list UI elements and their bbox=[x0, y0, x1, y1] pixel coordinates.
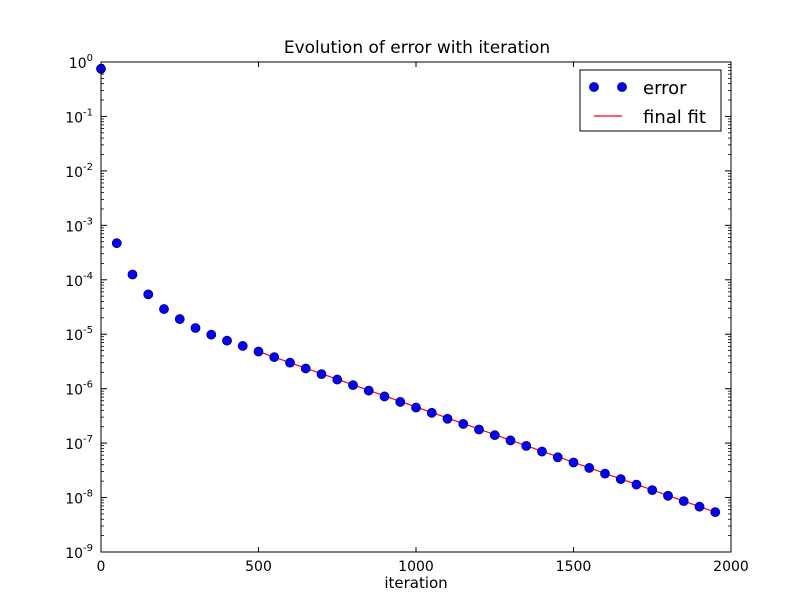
legend-error-marker-2 bbox=[617, 82, 627, 92]
y-tick-label: 10-8 bbox=[65, 489, 93, 508]
y-tick-label-exponent: -3 bbox=[83, 216, 93, 227]
error-point bbox=[537, 446, 547, 457]
error-point bbox=[206, 329, 217, 340]
error-point bbox=[253, 346, 264, 357]
y-tick-label: 10-9 bbox=[65, 543, 93, 562]
error-point bbox=[458, 419, 469, 429]
y-tick-label: 10-6 bbox=[65, 380, 93, 399]
error-point bbox=[174, 314, 185, 324]
y-tick-label-exponent: -7 bbox=[83, 434, 93, 445]
error-point bbox=[521, 440, 532, 451]
error-point bbox=[489, 430, 500, 441]
error-point bbox=[190, 323, 201, 333]
y-tick-label-base: 10 bbox=[65, 437, 83, 453]
y-tick-label-exponent: -2 bbox=[83, 162, 93, 173]
error-point bbox=[379, 391, 390, 402]
error-point bbox=[269, 352, 280, 363]
y-tick-label-base: 10 bbox=[65, 492, 83, 508]
error-point bbox=[600, 468, 610, 479]
y-tick-label: 100 bbox=[69, 53, 93, 72]
error-point bbox=[552, 452, 563, 463]
y-tick-label: 10-4 bbox=[65, 271, 93, 290]
y-tick-label-exponent: -9 bbox=[83, 543, 93, 554]
error-point bbox=[615, 474, 626, 485]
y-tick-label-base: 10 bbox=[65, 328, 83, 344]
error-point bbox=[111, 238, 122, 249]
y-tick-label-base: 10 bbox=[65, 165, 83, 181]
error-point bbox=[316, 369, 327, 380]
y-tick-label-exponent: -8 bbox=[83, 489, 93, 500]
tick-labels-layer: 0 500 1000 1500 200010-910-810-710-610-510-4… bbox=[65, 53, 749, 575]
error-point bbox=[411, 402, 421, 413]
error-point bbox=[127, 269, 138, 280]
x-tick-label: 0 bbox=[97, 559, 106, 575]
error-point bbox=[159, 304, 169, 314]
y-tick-label-exponent: -5 bbox=[83, 325, 93, 336]
y-tick-label-exponent: -1 bbox=[83, 107, 93, 118]
y-tick-label: 10-5 bbox=[65, 325, 93, 344]
error-point bbox=[678, 496, 689, 507]
x-tick-label: 2000 bbox=[713, 559, 749, 575]
error-point bbox=[710, 507, 721, 518]
error-point bbox=[694, 501, 705, 512]
error-point bbox=[300, 363, 311, 374]
error-point bbox=[222, 335, 232, 346]
x-tick-label: 500 bbox=[245, 559, 272, 575]
error-point bbox=[363, 385, 374, 396]
error-point bbox=[426, 407, 437, 418]
y-tick-label-base: 10 bbox=[69, 56, 87, 72]
plot-area bbox=[101, 62, 731, 552]
y-tick-label-exponent: -6 bbox=[83, 380, 93, 391]
error-point bbox=[442, 413, 453, 424]
error-point bbox=[647, 485, 658, 496]
y-tick-label-base: 10 bbox=[65, 274, 83, 290]
y-tick-label-base: 10 bbox=[65, 383, 83, 399]
legend: error final fit bbox=[579, 69, 722, 132]
error-point bbox=[332, 374, 343, 385]
y-tick-label-exponent: 0 bbox=[87, 53, 93, 64]
error-point bbox=[395, 397, 406, 407]
error-point bbox=[568, 457, 579, 468]
error-point bbox=[663, 490, 673, 501]
legend-label-final-fit: final fit bbox=[643, 107, 706, 128]
error-point bbox=[348, 380, 358, 391]
error-point bbox=[584, 463, 595, 473]
y-tick-label-base: 10 bbox=[65, 219, 83, 235]
error-point bbox=[631, 479, 642, 490]
y-tick-label: 10-3 bbox=[65, 216, 93, 235]
error-point bbox=[143, 289, 154, 300]
plot-content bbox=[96, 63, 721, 518]
error-point bbox=[474, 424, 484, 435]
error-point bbox=[505, 435, 516, 446]
y-tick-label-base: 10 bbox=[65, 110, 83, 126]
x-tick-label: 1000 bbox=[398, 559, 434, 575]
y-tick-label-base: 10 bbox=[65, 546, 83, 562]
legend-box bbox=[579, 69, 722, 132]
chart-title: Evolution of error with iteration bbox=[284, 38, 550, 58]
error-point bbox=[285, 357, 295, 368]
y-tick-label: 10-2 bbox=[65, 162, 93, 181]
x-axis-title: iteration bbox=[384, 574, 447, 592]
points-layer bbox=[96, 63, 721, 518]
y-tick-label-exponent: -4 bbox=[83, 271, 93, 282]
y-tick-label: 10-1 bbox=[65, 107, 93, 126]
legend-error-marker-1 bbox=[589, 82, 599, 92]
plot-frame bbox=[100, 61, 732, 553]
error-point bbox=[237, 341, 248, 351]
legend-label-error: error bbox=[643, 78, 687, 99]
x-tick-label: 1500 bbox=[556, 559, 592, 575]
y-tick-label: 10-7 bbox=[65, 434, 93, 453]
